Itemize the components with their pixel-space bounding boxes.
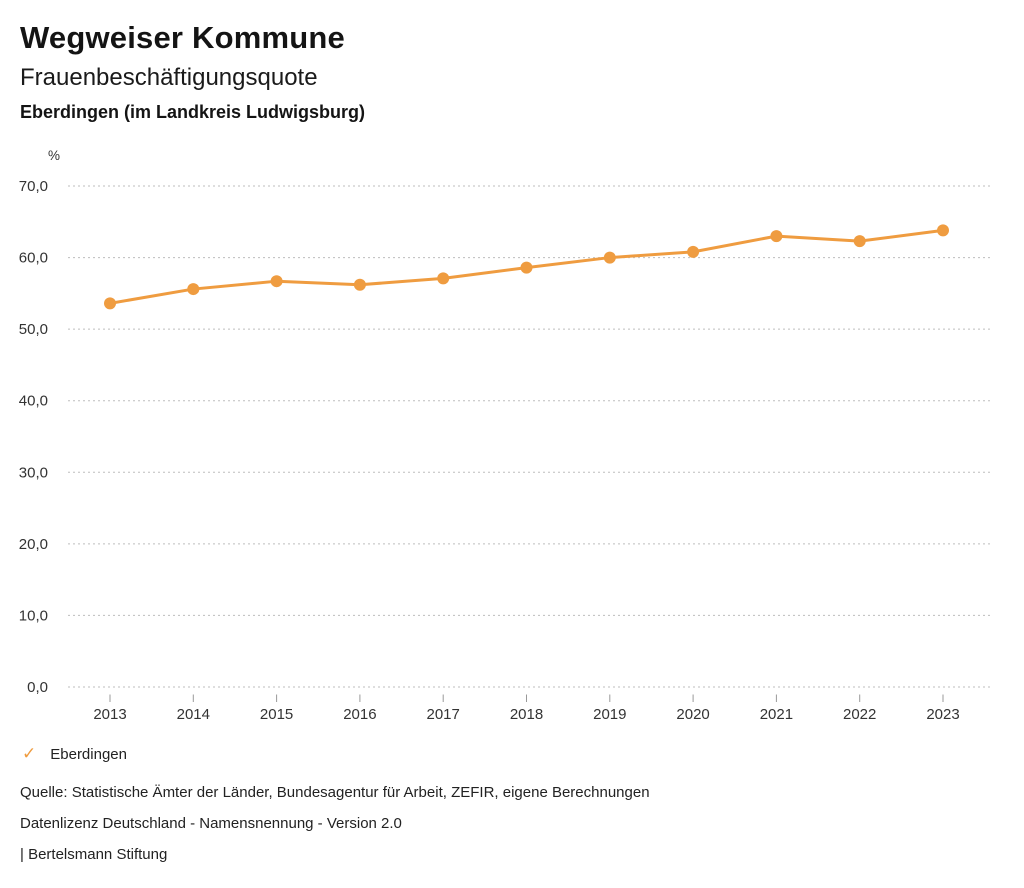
x-axis-label: 2018	[510, 706, 543, 723]
license-note: Datenlizenz Deutschland - Namensnennung …	[20, 815, 402, 832]
data-point-2018[interactable]	[520, 261, 533, 274]
attribution-note: | Bertelsmann Stiftung	[20, 846, 168, 863]
data-point-2015[interactable]	[270, 275, 283, 288]
page-title: Wegweiser Kommune	[20, 20, 345, 55]
legend-item-label: Eberdingen	[50, 745, 127, 763]
data-point-2013[interactable]	[104, 297, 116, 310]
data-point-2014[interactable]	[187, 283, 200, 296]
x-axis-label: 2016	[343, 706, 376, 723]
data-point-2017[interactable]	[437, 272, 450, 285]
x-axis-label: 2014	[177, 706, 210, 723]
legend-item-eberdingen[interactable]: ✓ Eberdingen	[22, 743, 127, 763]
y-axis-label: 10,0	[19, 607, 48, 624]
x-axis-label: 2017	[427, 706, 460, 723]
x-axis-label: 2015	[260, 706, 293, 723]
data-point-2022[interactable]	[853, 235, 866, 248]
chart-area: % 70,0 60,0 50,0 40,0 30,0 20,0 10,0 0,0 2013 2014…	[0, 140, 1024, 740]
x-axis-label: 2021	[760, 706, 793, 723]
data-point-2021[interactable]	[770, 230, 783, 243]
checkmark-icon: ✓	[22, 743, 37, 763]
x-axis-label: 2020	[676, 706, 709, 723]
y-axis-unit-label: %	[48, 148, 60, 163]
x-axis-label: 2013	[93, 706, 126, 723]
data-point-2016[interactable]	[353, 278, 366, 291]
y-axis-label: 50,0	[19, 321, 48, 338]
x-axis-label: 2019	[593, 706, 626, 723]
data-point-2023[interactable]	[937, 224, 949, 237]
y-axis-label: 40,0	[19, 393, 48, 410]
region-title: Eberdingen (im Landkreis Ludwigsburg)	[20, 102, 366, 122]
chart-legend: ✓ Eberdingen	[22, 744, 127, 764]
y-axis-label: 0,0	[27, 679, 48, 696]
x-axis-label: 2023	[926, 706, 959, 723]
y-axis-label: 20,0	[19, 536, 48, 553]
data-point-2020[interactable]	[687, 245, 700, 258]
source-note: Quelle: Statistische Ämter der Länder, B…	[20, 784, 650, 801]
indicator-title: Frauenbeschäftigungsquote	[20, 64, 318, 91]
x-axis-label: 2022	[843, 706, 876, 723]
y-axis-label: 70,0	[19, 178, 48, 195]
data-point-2019[interactable]	[603, 251, 616, 264]
line-chart-canvas: %70,0 60,0 50,0 40,0 30,0 20,0 10,0 0,0 2013 2014…	[19, 148, 990, 723]
y-axis-label: 30,0	[19, 464, 48, 481]
chart-footer: Quelle: Statistische Ämter der Länder, B…	[20, 784, 980, 877]
y-axis-label: 60,0	[19, 250, 48, 267]
